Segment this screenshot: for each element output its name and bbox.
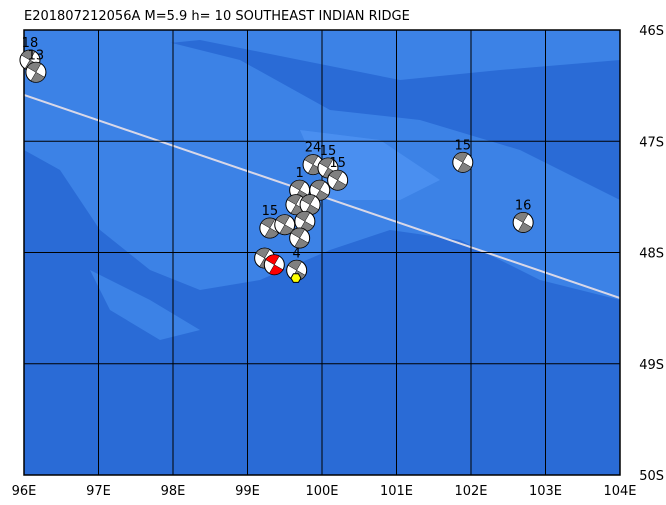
lon-label: 104E: [603, 484, 636, 499]
map-title: E201807212056A M=5.9 h= 10 SOUTHEAST IND…: [24, 9, 410, 24]
compression-quadrant: [268, 264, 284, 275]
focal-mechanism: 15: [259, 204, 281, 239]
focal-mechanism: 15: [452, 138, 474, 173]
compression-quadrant: [328, 169, 343, 181]
focal-mechanism: [309, 179, 331, 201]
compression-quadrant: [290, 179, 306, 191]
focal-mechanism: [263, 254, 285, 276]
compression-quadrant: [301, 194, 316, 206]
compression-quadrant: [453, 152, 469, 163]
focal-mechanism: [289, 227, 311, 249]
compression-quadrant: [318, 157, 334, 169]
depth-label: 15: [262, 204, 279, 219]
compression-quadrant: [30, 71, 45, 83]
map-frame: [23, 29, 621, 476]
compression-quadrant: [260, 217, 276, 229]
lon-label: 99E: [235, 484, 260, 499]
compression-quadrant: [294, 237, 309, 249]
lat-label: 46S: [639, 24, 664, 39]
compression-quadrant: [20, 49, 36, 61]
compression-quadrant: [517, 222, 533, 233]
compression-quadrant: [304, 154, 319, 165]
depth-label: 4: [293, 246, 301, 261]
depth-label: 24: [305, 141, 322, 156]
lat-label: 47S: [639, 135, 664, 150]
focal-mechanism: 18: [19, 36, 41, 71]
lon-label: 100E: [305, 484, 338, 499]
compression-quadrant: [295, 211, 311, 222]
compression-quadrant: [457, 162, 472, 173]
compression-quadrant: [514, 212, 529, 223]
lon-label: 103E: [529, 484, 562, 499]
compression-quadrant: [310, 179, 326, 191]
lat-label: 50S: [639, 469, 664, 484]
focal-mechanism: 15: [327, 156, 349, 191]
compression-quadrant: [255, 247, 270, 259]
compression-quadrant: [332, 179, 347, 191]
depth-label: 15: [329, 156, 346, 171]
depth-label: 13: [28, 48, 45, 63]
lon-label: 97E: [86, 484, 111, 499]
focal-mechanism: [299, 194, 321, 216]
compression-quadrant: [287, 260, 303, 271]
focal-mechanism: [274, 214, 296, 236]
compression-quadrant: [265, 254, 280, 266]
lon-label: 102E: [454, 484, 487, 499]
lat-label: 49S: [639, 358, 664, 373]
compression-quadrant: [26, 62, 42, 73]
lon-label: 98E: [161, 484, 186, 499]
depth-label: 15: [455, 138, 472, 153]
depth-label: 1: [296, 166, 304, 181]
depth-label: 15: [320, 144, 337, 159]
compression-quadrant: [290, 227, 306, 239]
lat-label: 48S: [639, 247, 664, 262]
focal-mechanism: 16: [512, 198, 534, 233]
focal-mechanism: 13: [25, 48, 47, 83]
lon-label: 96E: [12, 484, 37, 499]
depth-label: 16: [515, 198, 532, 213]
compression-quadrant: [275, 214, 291, 226]
epicenter: [290, 273, 302, 283]
compression-quadrant: [286, 194, 302, 206]
depth-label: 18: [22, 36, 39, 51]
lon-label: 101E: [380, 484, 413, 499]
